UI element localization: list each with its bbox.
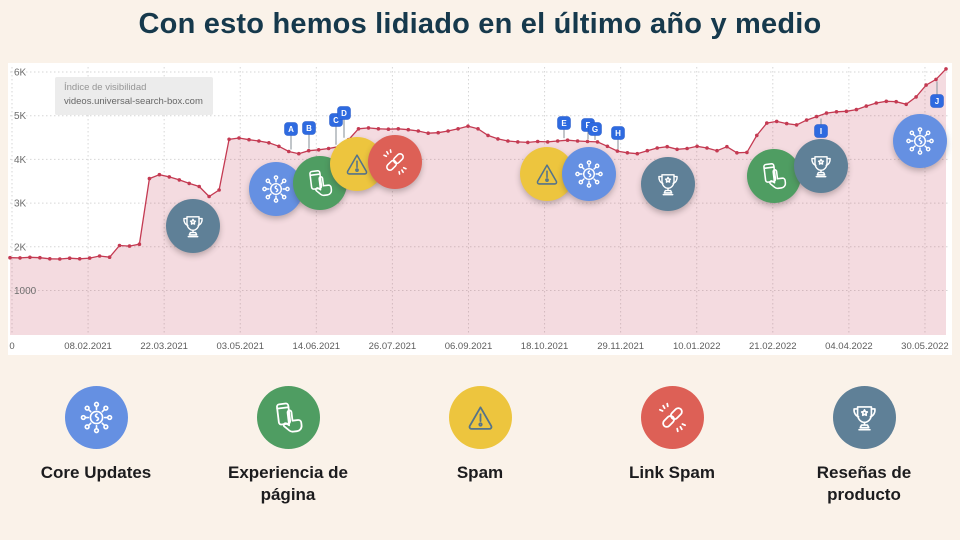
page-experience-icon — [256, 386, 320, 449]
svg-text:I: I — [820, 127, 822, 136]
svg-text:H: H — [615, 129, 621, 138]
svg-text:B: B — [306, 124, 312, 133]
chart-event-product-reviews-icon — [166, 199, 220, 253]
x-tick-label: 29.11.2021 — [597, 341, 644, 352]
tooltip-domain: videos.universal-search-box.com — [64, 96, 203, 108]
data-point-markers — [8, 67, 948, 261]
legend-item-core-updates: Core Updates — [0, 380, 192, 506]
legend-label-product-reviews: Reseñas de producto — [816, 463, 912, 504]
legend: Core Updates Experiencia de página Spam … — [0, 380, 960, 506]
x-tick-label: 26.07.2021 — [369, 341, 417, 352]
event-pin-j: J — [930, 81, 944, 108]
x-tick-label: 0 — [9, 341, 14, 352]
svg-text:A: A — [288, 125, 294, 134]
legend-item-page-experience: Experiencia de página — [192, 380, 384, 506]
svg-text:C: C — [333, 116, 339, 125]
x-tick-label: 06.09.2021 — [445, 341, 493, 352]
tooltip-metric-label: Índice de visibilidad — [64, 82, 147, 93]
visibility-chart-panel: 6K 5K 4K 3K 2K 1000 0 08.02.2021 22.03.2021 03.05… — [8, 63, 952, 355]
svg-text:F: F — [586, 121, 591, 130]
chart-event-link-spam-icon — [368, 135, 422, 189]
x-tick-label: 22.03.2021 — [140, 341, 188, 352]
visibility-chart: 6K 5K 4K 3K 2K 1000 0 08.02.2021 22.03.2021 03.05… — [8, 67, 950, 352]
y-tick-label: 4K — [14, 155, 27, 166]
x-tick-label: 14.06.2021 — [293, 341, 341, 352]
legend-item-product-reviews: Reseñas de producto — [768, 380, 960, 506]
legend-label-page-experience: Experiencia de página — [227, 463, 348, 504]
event-pin-i: I — [814, 118, 828, 138]
spam-icon — [448, 386, 512, 449]
legend-item-spam: Spam — [384, 380, 576, 506]
legend-item-link-spam: Link Spam — [576, 380, 768, 506]
x-tick-label: 10.01.2022 — [673, 341, 721, 352]
y-tick-label: 2K — [14, 242, 27, 253]
svg-text:E: E — [561, 119, 567, 128]
x-tick-label: 18.10.2021 — [521, 341, 569, 352]
x-tick-label: 04.04.2022 — [825, 341, 873, 352]
core-updates-icon — [64, 386, 128, 449]
chart-event-core-updates-icon — [562, 147, 616, 201]
legend-label-core-updates: Core Updates — [40, 463, 152, 482]
svg-text:G: G — [592, 125, 598, 134]
event-pin-g: G — [588, 122, 602, 140]
chart-event-product-reviews-icon — [794, 139, 848, 193]
y-tick-label: 5K — [14, 111, 27, 122]
event-pin-b: B — [302, 121, 316, 149]
svg-text:J: J — [935, 97, 939, 106]
slide-title: Con esto hemos lidiado en el último año … — [138, 8, 822, 40]
chart-tooltip: Índice de visibilidad videos.universal-s… — [55, 77, 213, 115]
event-pin-h: H — [611, 126, 625, 150]
svg-text:D: D — [341, 109, 347, 118]
visibility-area — [10, 68, 946, 336]
chart-event-page-experience-icon — [747, 149, 801, 203]
chart-event-core-updates-icon — [893, 114, 947, 168]
y-tick-label: 3K — [14, 199, 27, 210]
link-spam-icon — [640, 386, 704, 449]
y-tick-label: 6K — [14, 68, 27, 79]
product-reviews-icon — [832, 386, 896, 449]
legend-label-link-spam: Link Spam — [629, 463, 715, 482]
event-pin-a: A — [284, 122, 298, 150]
x-tick-label: 08.02.2021 — [64, 341, 112, 352]
event-pin-d: D — [337, 106, 351, 138]
x-tick-label: 03.05.2021 — [216, 341, 264, 352]
y-tick-label: 1000 — [14, 286, 37, 297]
x-tick-label: 21.02.2022 — [749, 341, 797, 352]
x-tick-label: 30.05.2022 — [901, 341, 949, 352]
event-pin-e: E — [557, 116, 571, 139]
legend-label-spam: Spam — [456, 463, 504, 482]
chart-event-product-reviews-icon — [641, 157, 695, 211]
